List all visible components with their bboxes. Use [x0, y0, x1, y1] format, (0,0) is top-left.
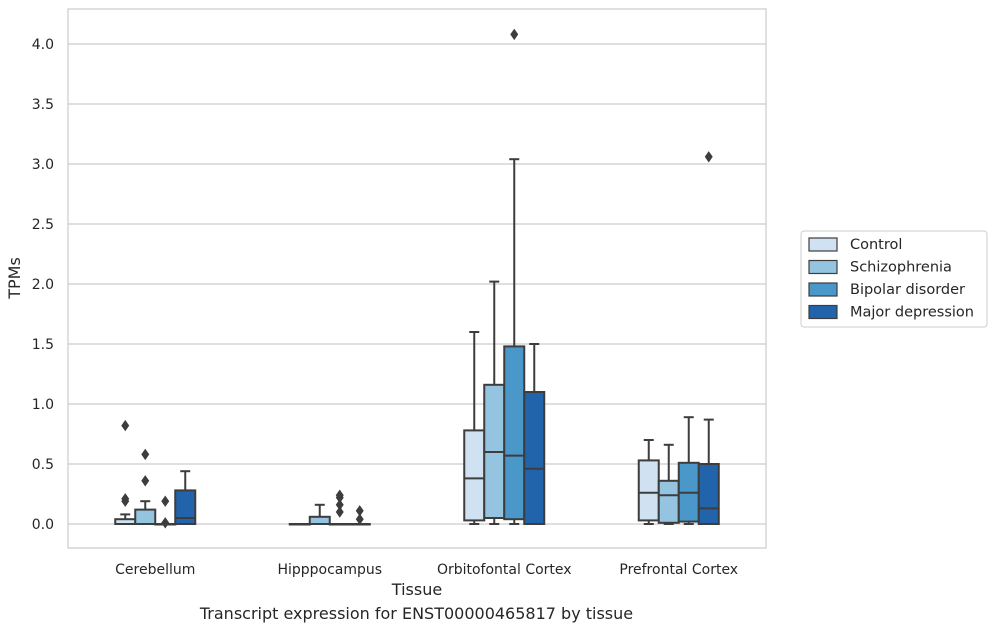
box-0-3	[637, 439, 660, 525]
box-body	[308, 515, 331, 525]
x-tick-label: Prefrontal Cortex	[619, 562, 738, 578]
y-tick-label: 2.5	[32, 217, 54, 233]
box-3-0	[174, 470, 197, 525]
legend-swatch	[808, 259, 838, 275]
y-tick-label: 3.5	[32, 97, 54, 113]
outlier-point	[704, 151, 713, 163]
box-3-2	[523, 343, 546, 525]
y-tick-label: 1.0	[32, 397, 54, 413]
legend-swatch	[808, 237, 838, 252]
box-3-1	[348, 505, 371, 526]
y-tick-label: 4.0	[32, 37, 54, 53]
box-1-1	[308, 503, 331, 525]
outlier-point	[141, 475, 150, 487]
box-3-3	[697, 151, 720, 525]
legend: Control Schizophrenia Bipolar disorder Majo…	[800, 230, 988, 328]
box-0-2	[463, 331, 486, 525]
box-body	[637, 459, 660, 522]
plot-frame	[67, 8, 767, 549]
legend-label: Major depression	[850, 305, 974, 321]
box-0-0	[114, 419, 137, 526]
legend-label: Bipolar disorder	[850, 282, 965, 298]
box-body	[657, 479, 680, 524]
legend-label: Control	[850, 237, 902, 253]
outlier-point	[510, 28, 519, 41]
box-1-0	[134, 448, 157, 526]
box-body	[174, 489, 197, 525]
x-axis-ticks: Cerebellum Hipppocampus Orbitofontal Corte…	[115, 562, 738, 578]
y-axis-label: TPMs	[5, 257, 24, 300]
legend-swatch	[808, 304, 838, 320]
box-1-2	[483, 280, 506, 525]
x-tick-label: Hipppocampus	[277, 562, 382, 578]
plot-boxes	[114, 28, 720, 529]
box-2-3	[677, 416, 700, 525]
box-2-0	[154, 495, 177, 529]
y-tick-label: 2.0	[32, 277, 54, 293]
x-axis-label: Tissue	[391, 580, 442, 599]
box-body	[697, 463, 720, 525]
x-tick-label: Cerebellum	[115, 562, 195, 578]
y-axis-ticks: 0.0 0.5 1.0 1.5 2.0 2.5 3.0 3.5 4.0	[32, 37, 54, 533]
box-body	[503, 345, 526, 521]
legend-label: Schizophrenia	[850, 260, 952, 276]
box-2-1	[328, 489, 351, 526]
x-tick-label: Orbitofontal Cortex	[437, 562, 572, 578]
figure-caption: Transcript expression for ENST0000046581…	[199, 604, 634, 623]
outlier-point	[121, 495, 130, 507]
outlier-point	[355, 513, 364, 525]
outlier-point	[141, 448, 150, 461]
outlier-point	[335, 499, 344, 511]
box-0-1	[288, 523, 311, 526]
outlier-point	[121, 419, 130, 432]
outlier-point	[161, 495, 170, 507]
outlier-point	[161, 517, 170, 529]
y-tick-label: 0.0	[32, 517, 54, 533]
y-tick-label: 3.0	[32, 157, 54, 173]
legend-swatch	[808, 282, 838, 297]
box-body	[463, 429, 486, 522]
y-tick-label: 1.5	[32, 337, 54, 353]
box-body	[134, 508, 157, 526]
y-tick-label: 0.5	[32, 457, 54, 473]
legend-frame	[800, 230, 988, 328]
box-body	[523, 391, 546, 525]
outlier-point	[335, 506, 344, 518]
box-1-3	[657, 443, 680, 525]
grid-lines	[68, 43, 766, 525]
